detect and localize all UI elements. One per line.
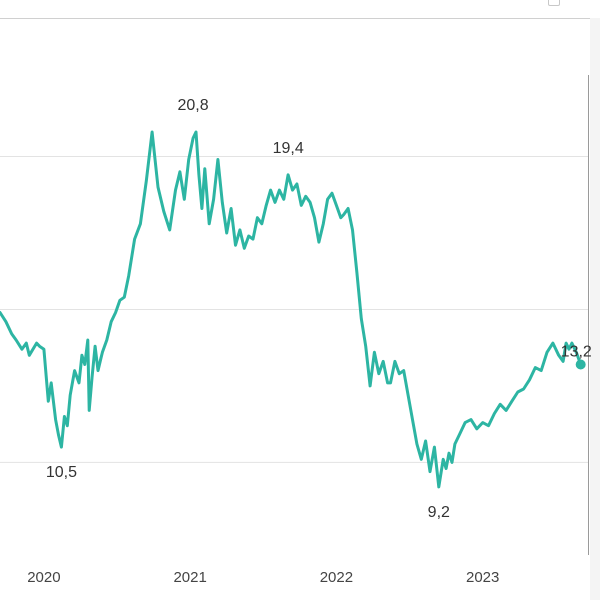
x-tick-label: 2020 <box>27 569 60 586</box>
y-gridlines <box>0 155 588 463</box>
data-label: 13,2 <box>561 344 592 361</box>
x-tick-label: 2021 <box>173 569 206 586</box>
data-label: 19,4 <box>273 140 304 157</box>
x-tick-label: 2023 <box>466 569 499 586</box>
scrollbar-track[interactable] <box>590 18 600 600</box>
panel-divider <box>588 75 589 555</box>
x-axis-tick-labels: 2020 2021 2022 2023 <box>27 569 499 586</box>
data-label: 20,8 <box>178 97 209 114</box>
series-line <box>0 130 583 489</box>
series-end-marker <box>575 359 586 370</box>
data-label: 9,2 <box>428 504 450 521</box>
x-tick-label: 2022 <box>320 569 353 586</box>
window-top-bar <box>0 0 600 19</box>
data-labels: 10,5 20,8 19,4 9,2 13,2 <box>46 97 592 521</box>
window-control-icon[interactable] <box>548 0 560 6</box>
data-label: 10,5 <box>46 464 77 481</box>
